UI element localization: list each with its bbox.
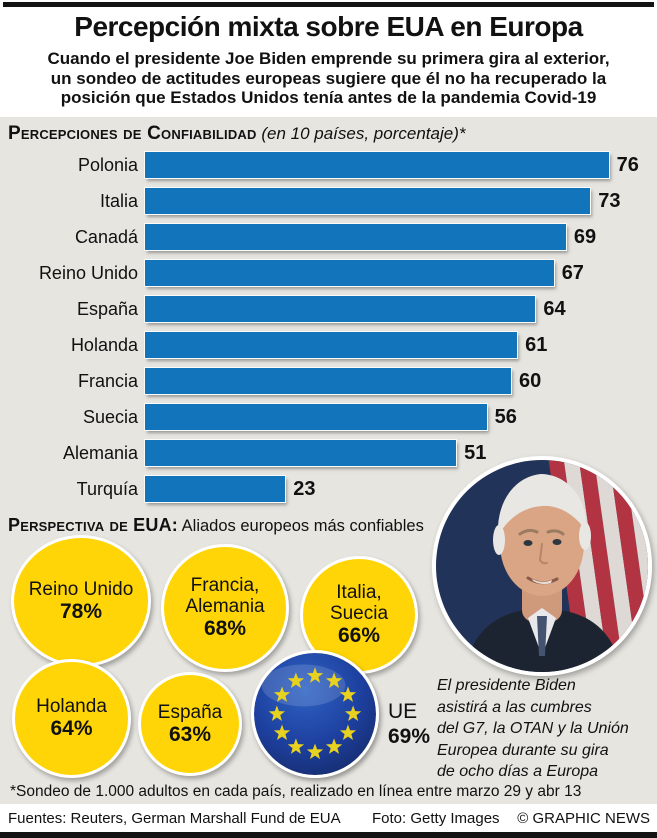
photo-credit: Foto: Getty Images <box>372 810 500 827</box>
bar-value: 76 <box>616 153 639 176</box>
bubble-reino-unido: Reino Unido 78% <box>11 535 151 667</box>
bar-label: Suecia <box>82 406 138 427</box>
top-rule <box>3 2 654 7</box>
bar <box>144 367 512 395</box>
bubble-espana: España 63% <box>138 672 242 776</box>
bubble-value: 78% <box>59 599 103 623</box>
subtitle: Cuando el presidente Joe Biden emprende … <box>0 49 657 108</box>
bar-label: Reino Unido <box>38 262 138 283</box>
bar-chart: Polonia 76 Italia 73 Canadá 69 Reino Uni… <box>0 147 657 507</box>
bar-row: Reino Unido 67 <box>0 255 657 291</box>
bar-row: Holanda 61 <box>0 327 657 363</box>
bubble-value: 68% <box>203 617 247 640</box>
bar-row: Italia 73 <box>0 183 657 219</box>
caption-line: asistirá a las cumbres <box>437 698 592 716</box>
copyright: © GRAPHIC NEWS <box>517 810 650 827</box>
bar-row: Turquía 23 <box>0 471 657 507</box>
subtitle-line: un sondeo de actitudes europeas sugiere … <box>50 68 607 88</box>
chart-heading: Percepciones de Confiabilidad (en 10 paí… <box>0 117 657 145</box>
caption-line: Europea durante su gira <box>437 741 609 759</box>
bar-value: 60 <box>519 369 542 392</box>
bar-label: Turquía <box>76 478 138 499</box>
bar <box>143 187 592 215</box>
bar-row: Polonia 76 <box>0 147 657 183</box>
page-title: Percepción mixta sobre EUA en Europa <box>74 11 583 42</box>
caption-line: El presidente Biden <box>437 677 576 694</box>
bar <box>144 151 610 179</box>
caption-line: de ocho días a Europa <box>437 763 599 780</box>
bar-value: 56 <box>494 405 517 428</box>
bubble-label: España <box>157 701 223 723</box>
bar-row: Canadá 69 <box>0 219 657 255</box>
bar <box>144 403 488 431</box>
chart-heading-note: (en 10 países, porcentaje)* <box>261 124 466 143</box>
bar-label: España <box>76 298 138 319</box>
bar <box>143 439 458 467</box>
subtitle-line: Cuando el presidente Joe Biden emprende … <box>47 49 610 68</box>
photo-caption: El presidente Biden asistirá a las cumbr… <box>437 675 655 783</box>
bar-value: 61 <box>525 333 548 356</box>
bubble-value: 66% <box>337 624 381 647</box>
bubble-label: Reino Unido <box>28 578 134 600</box>
caption-line: del G7, la OTAN y la Unión <box>437 720 629 737</box>
bar-row: Suecia 56 <box>0 399 657 435</box>
bar-row: Alemania 51 <box>0 435 657 471</box>
bubble-value: 64% <box>50 717 93 740</box>
bar-label: Alemania <box>62 442 138 463</box>
bar <box>144 259 555 287</box>
bubble-francia-alemania: Francia, Alemania 68% <box>161 544 289 672</box>
bubble-value: 63% <box>168 722 212 746</box>
bar-label: Francia <box>77 370 138 391</box>
bar <box>143 331 519 359</box>
bar <box>143 475 287 503</box>
bar-value: 23 <box>293 477 316 500</box>
perspective-heading: Perspectiva de EUA: Aliados europeos más… <box>0 507 657 536</box>
perspective-heading-label: Perspectiva de EUA: <box>8 515 178 535</box>
biden-photo <box>432 456 652 676</box>
bubble-label: Italia, Suecia <box>329 582 389 624</box>
perspective-heading-sub: Aliados europeos más confiables <box>181 517 424 535</box>
bar <box>144 223 567 251</box>
bar-value: 67 <box>561 261 584 284</box>
chart-heading-label: Percepciones de Confiabilidad <box>8 123 257 144</box>
bar-value: 69 <box>573 225 597 248</box>
bar-value: 51 <box>464 441 487 464</box>
bar-label: Canadá <box>74 226 138 247</box>
bar-label: Polonia <box>77 154 138 175</box>
bar <box>143 295 537 323</box>
bar-value: 73 <box>598 189 621 212</box>
eu-label: UE <box>388 700 418 723</box>
eu-flag-icon <box>251 650 379 778</box>
eu-label-block: UE 69% <box>388 699 430 749</box>
eu-value: 69% <box>388 725 431 748</box>
bubble-holanda: Holanda 64% <box>12 659 131 778</box>
bar-label: Holanda <box>70 334 138 355</box>
bar-label: Italia <box>99 190 138 211</box>
bottom-rule <box>0 832 657 838</box>
bubble-label: Holanda <box>36 696 107 717</box>
footer: Fuentes: Reuters, German Marshall Fund d… <box>0 804 657 832</box>
sources-credit: Fuentes: Reuters, German Marshall Fund d… <box>8 810 341 827</box>
bar-row: España 64 <box>0 291 657 327</box>
bubble-label: Francia, Alemania <box>185 575 265 617</box>
footnote: *Sondeo de 1.000 adultos en cada país, r… <box>10 783 582 800</box>
bar-value: 64 <box>543 297 566 320</box>
subtitle-line: posición que Estados Unidos tenía antes … <box>60 88 597 107</box>
bar-row: Francia 60 <box>0 363 657 399</box>
